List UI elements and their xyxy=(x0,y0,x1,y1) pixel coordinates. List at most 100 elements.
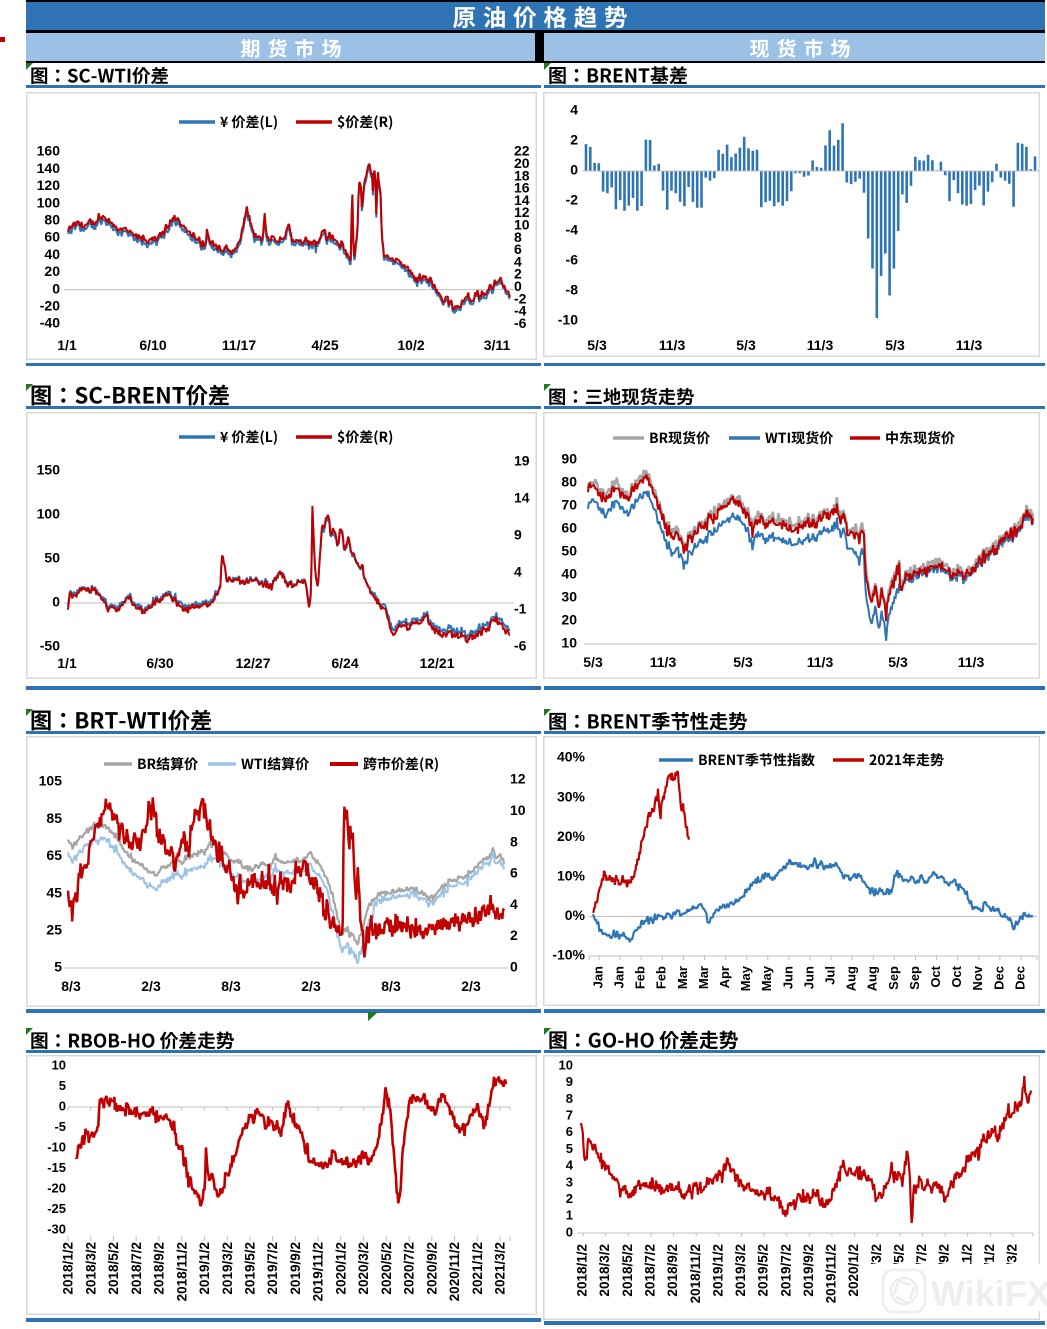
svg-text:2018/1/2: 2018/1/2 xyxy=(575,1244,590,1297)
svg-text:2019/11/2: 2019/11/2 xyxy=(823,1244,838,1303)
svg-text:Apr: Apr xyxy=(717,966,732,988)
svg-text:2020/9/2: 2020/9/2 xyxy=(424,1242,439,1295)
svg-text:2: 2 xyxy=(566,1191,573,1206)
svg-text:2: 2 xyxy=(510,927,518,943)
svg-text:Mar: Mar xyxy=(675,966,690,989)
svg-text:2019/7/2: 2019/7/2 xyxy=(778,1244,793,1297)
svg-text:11/3: 11/3 xyxy=(956,337,983,353)
svg-text:-20: -20 xyxy=(40,298,60,314)
svg-text:2: 2 xyxy=(514,266,522,282)
svg-text:2019/1/2: 2019/1/2 xyxy=(710,1244,725,1297)
svg-text:18: 18 xyxy=(514,167,530,183)
svg-text:-2: -2 xyxy=(566,192,579,208)
svg-text:160: 160 xyxy=(37,143,61,159)
svg-text:1/1: 1/1 xyxy=(57,655,77,671)
svg-text:11/3: 11/3 xyxy=(958,654,985,670)
svg-text:-6: -6 xyxy=(514,315,527,331)
svg-text:10: 10 xyxy=(561,635,577,651)
svg-text:12/27: 12/27 xyxy=(235,655,270,671)
svg-text:120: 120 xyxy=(37,177,61,193)
svg-text:80: 80 xyxy=(44,212,60,228)
svg-text:90: 90 xyxy=(561,451,577,467)
svg-text:-2: -2 xyxy=(514,290,527,306)
svg-text:12/21: 12/21 xyxy=(419,655,454,671)
svg-text:-5: -5 xyxy=(54,1119,66,1134)
svg-text:10: 10 xyxy=(52,1057,66,1072)
svg-text:4: 4 xyxy=(566,1158,574,1173)
svg-text:Mar: Mar xyxy=(696,966,711,989)
svg-text:0: 0 xyxy=(570,162,578,178)
svg-text:0: 0 xyxy=(566,1224,573,1239)
svg-text:80: 80 xyxy=(561,474,577,490)
svg-text:2019/5/2: 2019/5/2 xyxy=(242,1242,257,1295)
svg-text:8: 8 xyxy=(514,229,522,245)
svg-text:2/3: 2/3 xyxy=(461,978,481,994)
svg-text:Oct: Oct xyxy=(949,965,964,987)
svg-text:12: 12 xyxy=(514,204,530,220)
svg-text:60: 60 xyxy=(44,229,60,245)
svg-text:8/3: 8/3 xyxy=(381,978,401,994)
svg-text:5: 5 xyxy=(566,1141,573,1156)
svg-text:5/3: 5/3 xyxy=(583,654,603,670)
svg-text:-15: -15 xyxy=(47,1160,66,1175)
svg-text:Sep: Sep xyxy=(907,966,922,990)
svg-text:5/3: 5/3 xyxy=(733,654,753,670)
svg-text:-20: -20 xyxy=(47,1180,66,1195)
svg-text:10: 10 xyxy=(514,217,530,233)
svg-text:65: 65 xyxy=(46,847,62,863)
svg-text:50: 50 xyxy=(44,550,60,566)
svg-text:Jun: Jun xyxy=(780,966,795,989)
svg-text:12: 12 xyxy=(510,771,526,787)
svg-text:2019/7/2: 2019/7/2 xyxy=(265,1242,280,1295)
svg-text:1/1: 1/1 xyxy=(57,337,77,353)
svg-text:8: 8 xyxy=(510,833,518,849)
svg-text:2018/5/2: 2018/5/2 xyxy=(620,1244,635,1297)
svg-text:4: 4 xyxy=(510,896,518,912)
svg-text:140: 140 xyxy=(37,160,61,176)
svg-text:2018/3/2: 2018/3/2 xyxy=(83,1242,98,1295)
svg-text:30%: 30% xyxy=(557,788,586,804)
svg-text:6: 6 xyxy=(514,241,522,257)
svg-text:14: 14 xyxy=(514,490,530,506)
svg-text:-4: -4 xyxy=(566,222,579,238)
svg-text:2018/1/2: 2018/1/2 xyxy=(61,1242,76,1295)
svg-text:40%: 40% xyxy=(557,749,586,765)
svg-text:30: 30 xyxy=(561,589,577,605)
svg-text:2021/3/2: 2021/3/2 xyxy=(493,1242,508,1295)
svg-text:6/30: 6/30 xyxy=(146,655,173,671)
svg-text:2020/1/2: 2020/1/2 xyxy=(333,1242,348,1295)
svg-text:2: 2 xyxy=(570,132,578,148)
svg-text:3/11: 3/11 xyxy=(484,337,511,353)
svg-text:Jan: Jan xyxy=(590,966,605,988)
svg-text:-25: -25 xyxy=(47,1201,66,1216)
svg-text:2019/9/2: 2019/9/2 xyxy=(801,1244,816,1297)
svg-text:11/3: 11/3 xyxy=(807,654,834,670)
svg-text:2020/1/2: 2020/1/2 xyxy=(846,1244,861,1297)
svg-text:60: 60 xyxy=(561,520,577,536)
svg-text:May: May xyxy=(738,965,753,991)
svg-text:2018/7/2: 2018/7/2 xyxy=(129,1242,144,1295)
svg-text:-50: -50 xyxy=(40,638,60,654)
svg-text:-30: -30 xyxy=(47,1221,66,1236)
svg-text:10: 10 xyxy=(559,1057,573,1072)
svg-text:6: 6 xyxy=(510,865,518,881)
svg-text:5/3: 5/3 xyxy=(888,654,908,670)
svg-text:2020/3/2: 2020/3/2 xyxy=(356,1242,371,1295)
svg-text:Dec: Dec xyxy=(1012,966,1027,990)
svg-text:2018/9/2: 2018/9/2 xyxy=(665,1244,680,1297)
svg-text:10: 10 xyxy=(510,802,526,818)
svg-text:100: 100 xyxy=(37,506,61,522)
svg-text:105: 105 xyxy=(39,773,63,789)
svg-text:5/3: 5/3 xyxy=(885,337,905,353)
svg-text:2018/3/2: 2018/3/2 xyxy=(597,1244,612,1297)
svg-text:2018/11/2: 2018/11/2 xyxy=(174,1242,189,1301)
svg-text:6/24: 6/24 xyxy=(331,655,358,671)
svg-text:40: 40 xyxy=(561,566,577,582)
svg-text:8/3: 8/3 xyxy=(61,978,81,994)
svg-text:2019/5/2: 2019/5/2 xyxy=(756,1244,771,1297)
svg-text:Sep: Sep xyxy=(886,966,901,990)
svg-text:2019/1/2: 2019/1/2 xyxy=(197,1242,212,1295)
svg-text:Nov: Nov xyxy=(970,965,985,990)
svg-text:0: 0 xyxy=(52,280,60,296)
svg-text:4: 4 xyxy=(514,253,522,269)
